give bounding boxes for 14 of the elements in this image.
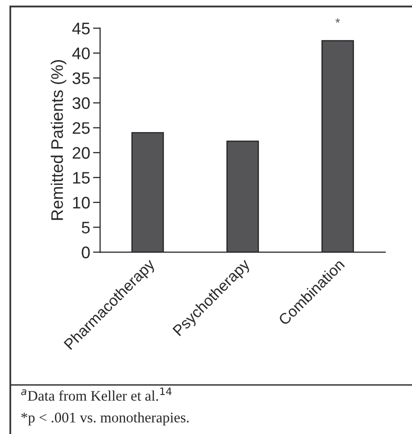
- y-tick-label: 20: [72, 147, 90, 159]
- y-tick-label: 10: [73, 196, 90, 209]
- y-tick-label: 25: [72, 122, 90, 134]
- y-tick-label: 35: [72, 72, 90, 84]
- text: $^{a}$Data from Keller et al.$^{14}$: [21, 388, 172, 401]
- y-axis-title: Remitted Patients (%): [50, 60, 66, 220]
- y-tick-label: 15: [73, 172, 90, 184]
- y-tick-label: 45: [72, 22, 90, 34]
- y-tick-label: 30: [72, 97, 90, 110]
- y-tick-label: 40: [72, 47, 90, 60]
- y-tick-label: 0: [82, 246, 90, 258]
- annotation: *: [335, 18, 340, 23]
- y-tick-label: 5: [82, 222, 90, 234]
- text: *p < .001 vs. monotherapies.: [21, 412, 189, 426]
